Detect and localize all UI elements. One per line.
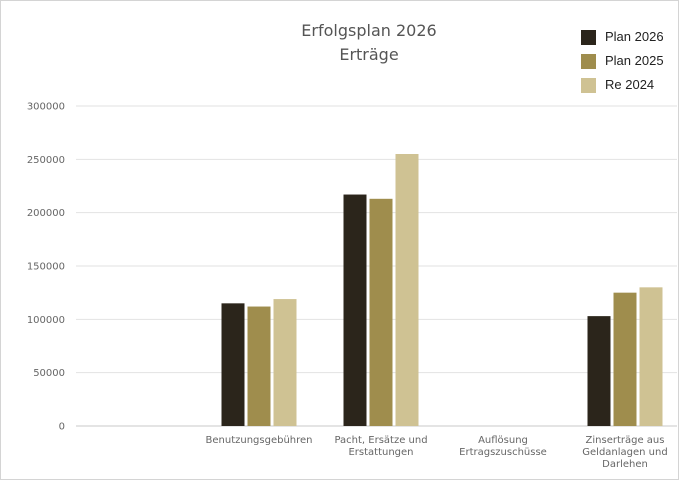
bar bbox=[613, 292, 637, 426]
bar bbox=[587, 316, 611, 426]
bar bbox=[369, 198, 393, 426]
y-tick-label: 300000 bbox=[27, 102, 65, 113]
legend-swatch bbox=[581, 30, 596, 45]
y-tick-label: 200000 bbox=[27, 208, 65, 219]
chart-title: Erfolgsplan 2026 bbox=[301, 21, 437, 40]
x-category-label: Pacht, Ersätze und bbox=[334, 435, 427, 446]
bar bbox=[395, 154, 419, 426]
legend-swatch bbox=[581, 78, 596, 93]
y-tick-label: 0 bbox=[59, 422, 65, 433]
legend-label: Plan 2026 bbox=[605, 29, 664, 44]
y-tick-label: 150000 bbox=[27, 262, 65, 273]
bar bbox=[343, 194, 367, 426]
x-category-label: Auflösung bbox=[478, 435, 528, 446]
x-category-label: Ertragszuschüsse bbox=[459, 447, 547, 458]
x-category-label: Geldanlagen und bbox=[582, 447, 667, 458]
legend-label: Re 2024 bbox=[605, 77, 655, 92]
chart-title-block: Erfolgsplan 2026 Erträge bbox=[269, 19, 469, 67]
x-category-label: Erstattungen bbox=[348, 447, 413, 458]
bar bbox=[247, 306, 271, 426]
chart-subtitle: Erträge bbox=[339, 45, 399, 64]
y-tick-label: 50000 bbox=[33, 368, 65, 379]
x-category-label: Darlehen bbox=[602, 459, 648, 470]
x-category-label: Benutzungsgebühren bbox=[206, 435, 313, 446]
legend-label: Plan 2025 bbox=[605, 53, 664, 68]
bar bbox=[221, 303, 245, 426]
bar bbox=[639, 287, 663, 426]
x-category-label: Zinserträge aus bbox=[586, 435, 665, 446]
y-tick-label: 250000 bbox=[27, 155, 65, 166]
y-tick-label: 100000 bbox=[27, 315, 65, 326]
bar bbox=[273, 299, 297, 426]
legend-swatch bbox=[581, 54, 596, 69]
